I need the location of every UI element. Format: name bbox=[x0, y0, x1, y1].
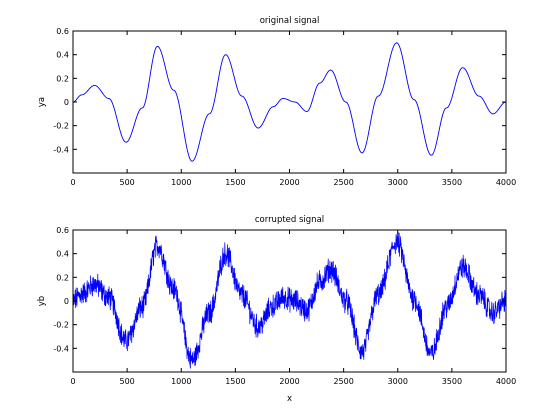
corrupted-signal-plot: corrupted signal yb x 0 500 1000 1500 2000 25… bbox=[37, 215, 516, 404]
y-tick-label: -0.2 bbox=[53, 321, 69, 330]
y-tick-label: 0 bbox=[64, 98, 69, 107]
y-tick-label: 0.2 bbox=[56, 74, 69, 83]
x-tick-label: 2000 bbox=[279, 377, 299, 386]
x-tick-label: 2000 bbox=[279, 178, 299, 187]
y-tick-label: 0.2 bbox=[56, 273, 69, 282]
x-tick-label: 0 bbox=[70, 178, 75, 187]
series-line bbox=[72, 231, 507, 369]
x-tick-label: 1500 bbox=[225, 377, 245, 386]
x-tick-label: 0 bbox=[70, 377, 75, 386]
y-tick-label: 0.6 bbox=[56, 226, 69, 235]
x-tick-label: 4000 bbox=[496, 178, 516, 187]
y-axis-label: ya bbox=[37, 97, 47, 107]
x-tick-label: 3500 bbox=[442, 178, 462, 187]
y-axis-label: yb bbox=[37, 296, 47, 306]
x-axis-label: x bbox=[287, 394, 292, 404]
plot-title: original signal bbox=[260, 16, 320, 26]
x-tick-label: 4000 bbox=[496, 377, 516, 386]
x-tick-label: 500 bbox=[119, 377, 134, 386]
x-tick-label: 3000 bbox=[388, 377, 408, 386]
x-tick-label: 1000 bbox=[171, 377, 191, 386]
x-tick-label: 2500 bbox=[333, 178, 353, 187]
x-tick-label: 3000 bbox=[388, 178, 408, 187]
original-signal-plot: original signal ya 0 500 1000 1500 2000 2500 3… bbox=[37, 16, 516, 187]
y-tick-label: -0.2 bbox=[53, 122, 69, 131]
x-tick-label: 2500 bbox=[333, 377, 353, 386]
x-tick-label: 500 bbox=[119, 178, 134, 187]
series-line bbox=[72, 42, 507, 162]
series-layer bbox=[72, 231, 507, 369]
y-tick-label: 0.4 bbox=[56, 250, 69, 259]
x-tick-label: 1000 bbox=[171, 178, 191, 187]
plot-title: corrupted signal bbox=[255, 215, 324, 225]
y-tick-label: -0.4 bbox=[53, 344, 69, 353]
y-tick-label: 0.4 bbox=[56, 51, 69, 60]
y-tick-label: -0.4 bbox=[53, 145, 69, 154]
x-tick-label: 3500 bbox=[442, 377, 462, 386]
series-layer bbox=[72, 42, 507, 162]
x-tick-label: 1500 bbox=[225, 178, 245, 187]
tick-layer: 0 500 1000 1500 2000 2500 3000 3500 4000 -0.4 -0.2… bbox=[53, 226, 516, 386]
y-tick-label: 0 bbox=[64, 297, 69, 306]
tick-layer: 0 500 1000 1500 2000 2500 3000 3500 4000 -0.4 -0.2… bbox=[53, 27, 516, 187]
y-tick-label: 0.6 bbox=[56, 27, 69, 36]
